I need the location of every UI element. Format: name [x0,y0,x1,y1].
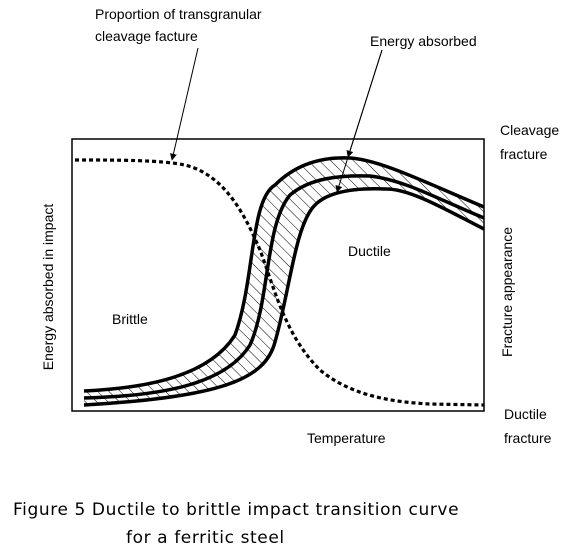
ductile-fracture-label-line1: Ductile [504,406,547,422]
x-axis-label: Temperature [307,430,386,446]
plot-frame [71,138,485,412]
figure-caption-line2: for a ferritic steel [126,528,285,548]
energy-scatter-band [84,157,484,405]
energy-curve-upper [83,156,485,393]
cleavage-proportion-label-line2: cleavage facture [95,28,198,44]
figure-caption-line1: Figure 5 Ductile to brittle impact trans… [13,500,459,520]
y-axis-left-label: Energy absorbed in impact [40,204,56,371]
y-axis-right-label: Fracture appearance [499,227,515,357]
energy-curve-lower [83,187,485,407]
cleavage-proportion-label-line1: Proportion of transgranular [95,6,262,22]
cleavage-fracture-label-line1: Cleavage [500,122,559,138]
brittle-region-label: Brittle [112,311,148,327]
energy-curve-mean [83,174,485,400]
ductile-region-label: Ductile [348,243,391,259]
energy-absorbed-pointer-lower [335,49,383,193]
cleavage-proportion-curve [74,158,485,407]
energy-absorbed-label: Energy absorbed [370,33,477,49]
cleavage-fracture-label-line2: fracture [500,146,548,162]
ductile-fracture-label-line2: fracture [504,430,552,446]
cleavage-proportion-pointer [170,47,199,161]
